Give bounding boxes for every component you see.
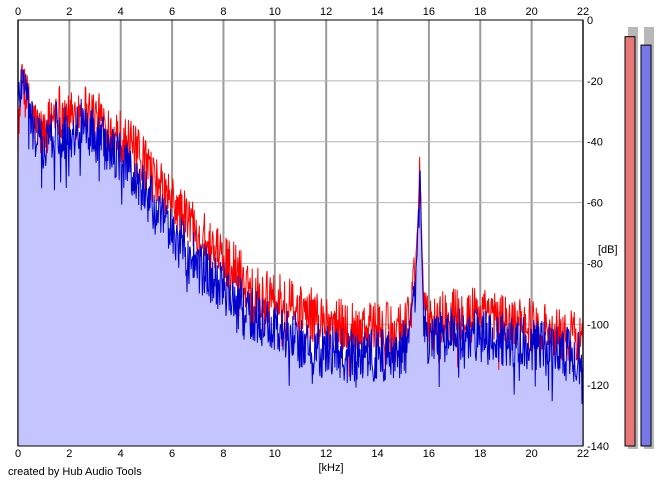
x-tick-label-top: 20 [526,6,538,18]
x-tick-label-top: 2 [66,6,72,18]
x-tick-label-top: 0 [15,6,21,18]
x-tick-label-top: 10 [269,6,281,18]
x-tick-label-bottom: 0 [15,448,21,460]
level-meters [624,27,654,449]
x-tick-label-bottom: 16 [423,448,435,460]
x-tick-label-bottom: 14 [371,448,383,460]
series-line-2 [17,69,584,404]
spectrum-fill [18,69,583,447]
x-tick-label-top: 8 [220,6,226,18]
x-tick-label-bottom: 2 [66,448,72,460]
x-tick-label-top: 12 [320,6,332,18]
x-tick-label-bottom: 4 [118,448,124,460]
x-tick-label-bottom: 20 [526,448,538,460]
x-tick-label-bottom: 6 [169,448,175,460]
y-tick-label: -60 [587,198,603,210]
x-tick-label-bottom: 18 [474,448,486,460]
x-tick-label-bottom: 12 [320,448,332,460]
x-tick-label-top: 16 [423,6,435,18]
x-tick-label-bottom: 8 [220,448,226,460]
x-tick-label-top: 22 [577,6,589,18]
y-tick-label: -140 [587,441,609,453]
x-tick-label-bottom: 10 [269,448,281,460]
y-tick-label: -20 [587,76,603,88]
y-axis-label: [dB] [598,244,618,256]
level-meter-bar [624,36,636,447]
x-tick-label-top: 18 [474,6,486,18]
credit-text: created by Hub Audio Tools [8,466,142,478]
x-tick-label-top: 6 [169,6,175,18]
plot-frame [17,19,584,447]
x-tick-label-bottom: 22 [577,448,589,460]
y-tick-label: 0 [587,15,593,27]
y-tick-label: -80 [587,258,603,270]
y-tick-label: -120 [587,380,609,392]
series-layer [17,63,584,447]
x-tick-label-top: 4 [118,6,124,18]
level-meter-bar [640,44,652,447]
x-tick-label-top: 14 [371,6,383,18]
y-tick-label: -100 [587,319,609,331]
x-axis-label: [kHz] [318,462,343,474]
tick-labels: 002244668810101212141416161818202022220-… [15,6,609,460]
y-tick-label: -40 [587,137,603,149]
